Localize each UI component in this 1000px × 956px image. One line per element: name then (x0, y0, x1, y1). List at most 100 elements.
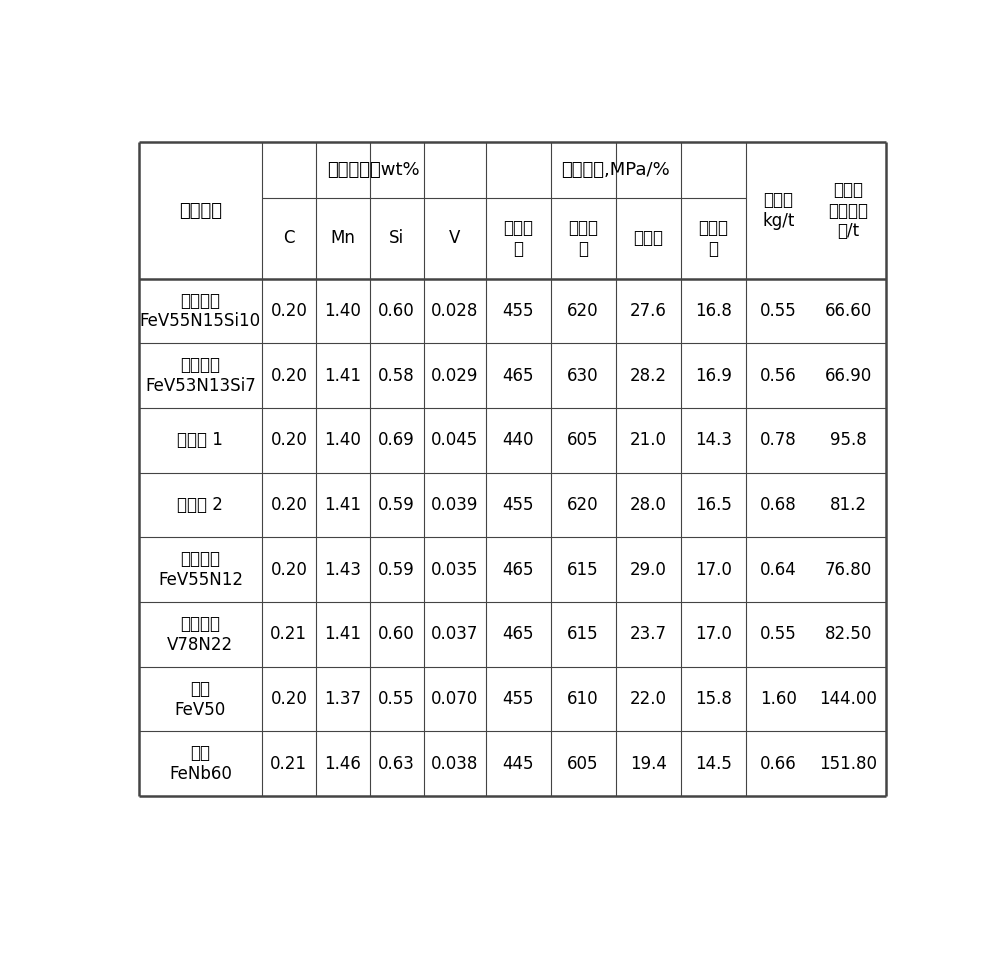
Text: 微合金
化成本，
元/t: 微合金 化成本， 元/t (828, 181, 868, 240)
Text: 455: 455 (502, 496, 534, 514)
Text: 465: 465 (502, 367, 534, 384)
Text: 0.55: 0.55 (760, 625, 797, 643)
Text: 0.029: 0.029 (431, 367, 478, 384)
Text: 1.41: 1.41 (324, 625, 361, 643)
Text: 0.60: 0.60 (378, 302, 415, 320)
Text: 81.2: 81.2 (830, 496, 867, 514)
Text: 0.78: 0.78 (760, 431, 797, 449)
Text: V: V (449, 229, 460, 248)
Text: 440: 440 (502, 431, 534, 449)
Text: 0.59: 0.59 (378, 496, 415, 514)
Text: 0.68: 0.68 (760, 496, 797, 514)
Text: 总延伸
率: 总延伸 率 (698, 219, 728, 258)
Text: 0.59: 0.59 (378, 561, 415, 578)
Text: 465: 465 (502, 561, 534, 578)
Text: C: C (283, 229, 295, 248)
Text: 微合金化: 微合金化 (179, 202, 222, 220)
Text: 465: 465 (502, 625, 534, 643)
Text: 0.63: 0.63 (378, 755, 415, 772)
Text: 比较例 1: 比较例 1 (177, 431, 223, 449)
Text: 615: 615 (567, 561, 599, 578)
Text: 76.80: 76.80 (825, 561, 872, 578)
Text: 1.60: 1.60 (760, 690, 797, 708)
Text: 单耗，
kg/t: 单耗， kg/t (762, 191, 794, 230)
Text: 0.028: 0.028 (431, 302, 478, 320)
Text: 钒铁
FeV50: 钒铁 FeV50 (175, 680, 226, 719)
Text: 29.0: 29.0 (630, 561, 667, 578)
Text: 16.9: 16.9 (695, 367, 732, 384)
Text: 620: 620 (567, 302, 599, 320)
Text: 0.20: 0.20 (270, 496, 307, 514)
Text: 0.045: 0.045 (431, 431, 478, 449)
Text: 630: 630 (567, 367, 599, 384)
Text: 0.20: 0.20 (270, 690, 307, 708)
Text: 605: 605 (567, 431, 599, 449)
Text: 620: 620 (567, 496, 599, 514)
Text: 0.64: 0.64 (760, 561, 797, 578)
Text: 82.50: 82.50 (825, 625, 872, 643)
Text: 0.66: 0.66 (760, 755, 797, 772)
Text: 610: 610 (567, 690, 599, 708)
Text: 屈服强
度: 屈服强 度 (503, 219, 533, 258)
Text: 延伸率: 延伸率 (633, 229, 663, 248)
Text: Si: Si (389, 229, 404, 248)
Text: 铌铁
FeNb60: 铌铁 FeNb60 (169, 745, 232, 783)
Text: 1.40: 1.40 (324, 431, 361, 449)
Text: 化学成分，wt%: 化学成分，wt% (327, 162, 420, 179)
Text: 615: 615 (567, 625, 599, 643)
Text: 19.4: 19.4 (630, 755, 667, 772)
Text: 0.20: 0.20 (270, 302, 307, 320)
Text: 0.55: 0.55 (760, 302, 797, 320)
Text: 151.80: 151.80 (819, 755, 877, 772)
Text: 0.038: 0.038 (431, 755, 478, 772)
Text: 0.20: 0.20 (270, 367, 307, 384)
Text: 16.8: 16.8 (695, 302, 732, 320)
Text: 0.58: 0.58 (378, 367, 415, 384)
Text: 1.40: 1.40 (324, 302, 361, 320)
Text: 0.070: 0.070 (431, 690, 478, 708)
Text: 14.3: 14.3 (695, 431, 732, 449)
Text: 1.41: 1.41 (324, 496, 361, 514)
Text: 比较例 2: 比较例 2 (177, 496, 223, 514)
Text: 14.5: 14.5 (695, 755, 732, 772)
Text: 0.56: 0.56 (760, 367, 797, 384)
Text: 28.0: 28.0 (630, 496, 667, 514)
Text: 钒氮合金
V78N22: 钒氮合金 V78N22 (167, 615, 233, 654)
Text: 22.0: 22.0 (630, 690, 667, 708)
Text: 66.90: 66.90 (825, 367, 872, 384)
Text: 15.8: 15.8 (695, 690, 732, 708)
Text: 氮化硅钒
FeV55N15Si10: 氮化硅钒 FeV55N15Si10 (140, 292, 261, 331)
Text: 445: 445 (502, 755, 534, 772)
Text: 605: 605 (567, 755, 599, 772)
Text: 1.41: 1.41 (324, 367, 361, 384)
Text: 66.60: 66.60 (825, 302, 872, 320)
Text: 17.0: 17.0 (695, 561, 732, 578)
Text: 455: 455 (502, 690, 534, 708)
Text: 抗拉强
度: 抗拉强 度 (568, 219, 598, 258)
Text: 0.21: 0.21 (270, 625, 307, 643)
Text: 17.0: 17.0 (695, 625, 732, 643)
Text: 0.035: 0.035 (431, 561, 478, 578)
Text: Mn: Mn (330, 229, 355, 248)
Text: 1.37: 1.37 (324, 690, 361, 708)
Text: 力学性能,MPa/%: 力学性能,MPa/% (561, 162, 670, 179)
Text: 0.037: 0.037 (431, 625, 478, 643)
Text: 16.5: 16.5 (695, 496, 732, 514)
Text: 0.20: 0.20 (270, 561, 307, 578)
Text: 氮化钒铁
FeV55N12: 氮化钒铁 FeV55N12 (158, 551, 243, 589)
Text: 95.8: 95.8 (830, 431, 867, 449)
Text: 144.00: 144.00 (819, 690, 877, 708)
Text: 455: 455 (502, 302, 534, 320)
Text: 氮化硅钒
FeV53N13Si7: 氮化硅钒 FeV53N13Si7 (145, 357, 256, 395)
Text: 0.60: 0.60 (378, 625, 415, 643)
Text: 0.21: 0.21 (270, 755, 307, 772)
Text: 1.43: 1.43 (324, 561, 361, 578)
Text: 0.039: 0.039 (431, 496, 478, 514)
Text: 0.69: 0.69 (378, 431, 415, 449)
Text: 21.0: 21.0 (630, 431, 667, 449)
Text: 27.6: 27.6 (630, 302, 667, 320)
Text: 0.55: 0.55 (378, 690, 415, 708)
Text: 0.20: 0.20 (270, 431, 307, 449)
Text: 28.2: 28.2 (630, 367, 667, 384)
Text: 1.46: 1.46 (324, 755, 361, 772)
